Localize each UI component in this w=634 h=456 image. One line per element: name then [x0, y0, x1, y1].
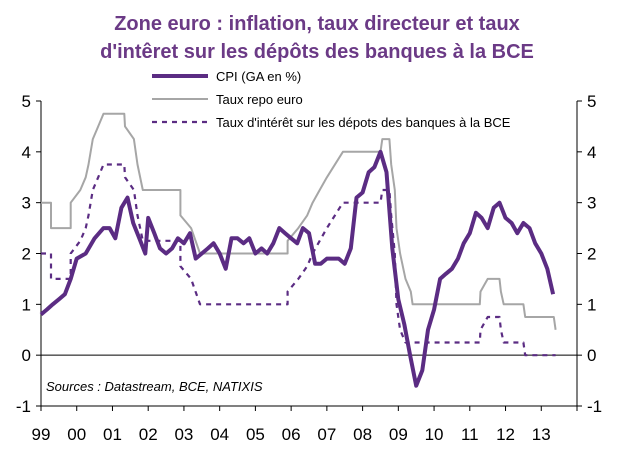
series-line-0	[39, 149, 556, 388]
x-tick-label: 11	[461, 425, 479, 444]
x-tick-label: 07	[317, 425, 336, 444]
y-tick-label-left: 3	[22, 194, 31, 213]
axes: -1 -10 01 12 23 34 45 599 00 01 02 03 04 05 06 07 08 09 10…	[16, 92, 602, 444]
x-tick-label: 12	[496, 425, 515, 444]
y-tick-label-left: 5	[22, 92, 31, 111]
x-tick-label: 05	[246, 425, 265, 444]
y-tick-label-left: 2	[22, 245, 31, 264]
series-line-1	[41, 112, 557, 330]
legend-label-0: CPI (GA en %)	[216, 69, 301, 84]
x-tick-label: 08	[353, 425, 372, 444]
y-tick-label-left: 0	[22, 346, 31, 365]
x-tick-label: 04	[210, 425, 229, 444]
y-tick-label-right: 0	[587, 346, 596, 365]
y-tick-label-right: -1	[587, 397, 602, 416]
y-tick-label-left: 4	[22, 143, 31, 162]
y-tick-label-right: 5	[587, 92, 596, 111]
x-tick-label: 03	[174, 425, 193, 444]
chart-title-line1: Zone euro : inflation, taux directeur et…	[114, 13, 520, 35]
x-tick-label: 99	[32, 425, 51, 444]
x-tick-label: 10	[425, 425, 444, 444]
y-tick-label-left: -1	[16, 397, 31, 416]
legend-label-1: Taux repo euro	[216, 92, 303, 107]
series-line-2	[41, 163, 556, 357]
chart-title-line2: d'intêret sur les dépôts des banques à l…	[100, 41, 534, 63]
y-tick-label-right: 1	[587, 295, 596, 314]
y-tick-label-right: 3	[587, 194, 596, 213]
x-tick-label: 09	[389, 425, 408, 444]
y-tick-label-right: 4	[587, 143, 596, 162]
x-tick-label: 13	[532, 425, 551, 444]
x-tick-label: 01	[103, 425, 122, 444]
x-tick-label: 00	[67, 425, 86, 444]
plot-area	[39, 112, 557, 388]
legend: CPI (GA en %) Taux repo euro Taux d'intérê…	[152, 69, 511, 130]
source-note: Sources : Datastream, BCE, NATIXIS	[46, 379, 263, 394]
legend-label-2: Taux d'intérêt sur les dépots des banque…	[216, 115, 511, 130]
x-tick-label: 02	[139, 425, 158, 444]
y-tick-label-right: 2	[587, 245, 596, 264]
x-tick-label: 06	[282, 425, 301, 444]
y-tick-label-left: 1	[22, 295, 31, 314]
